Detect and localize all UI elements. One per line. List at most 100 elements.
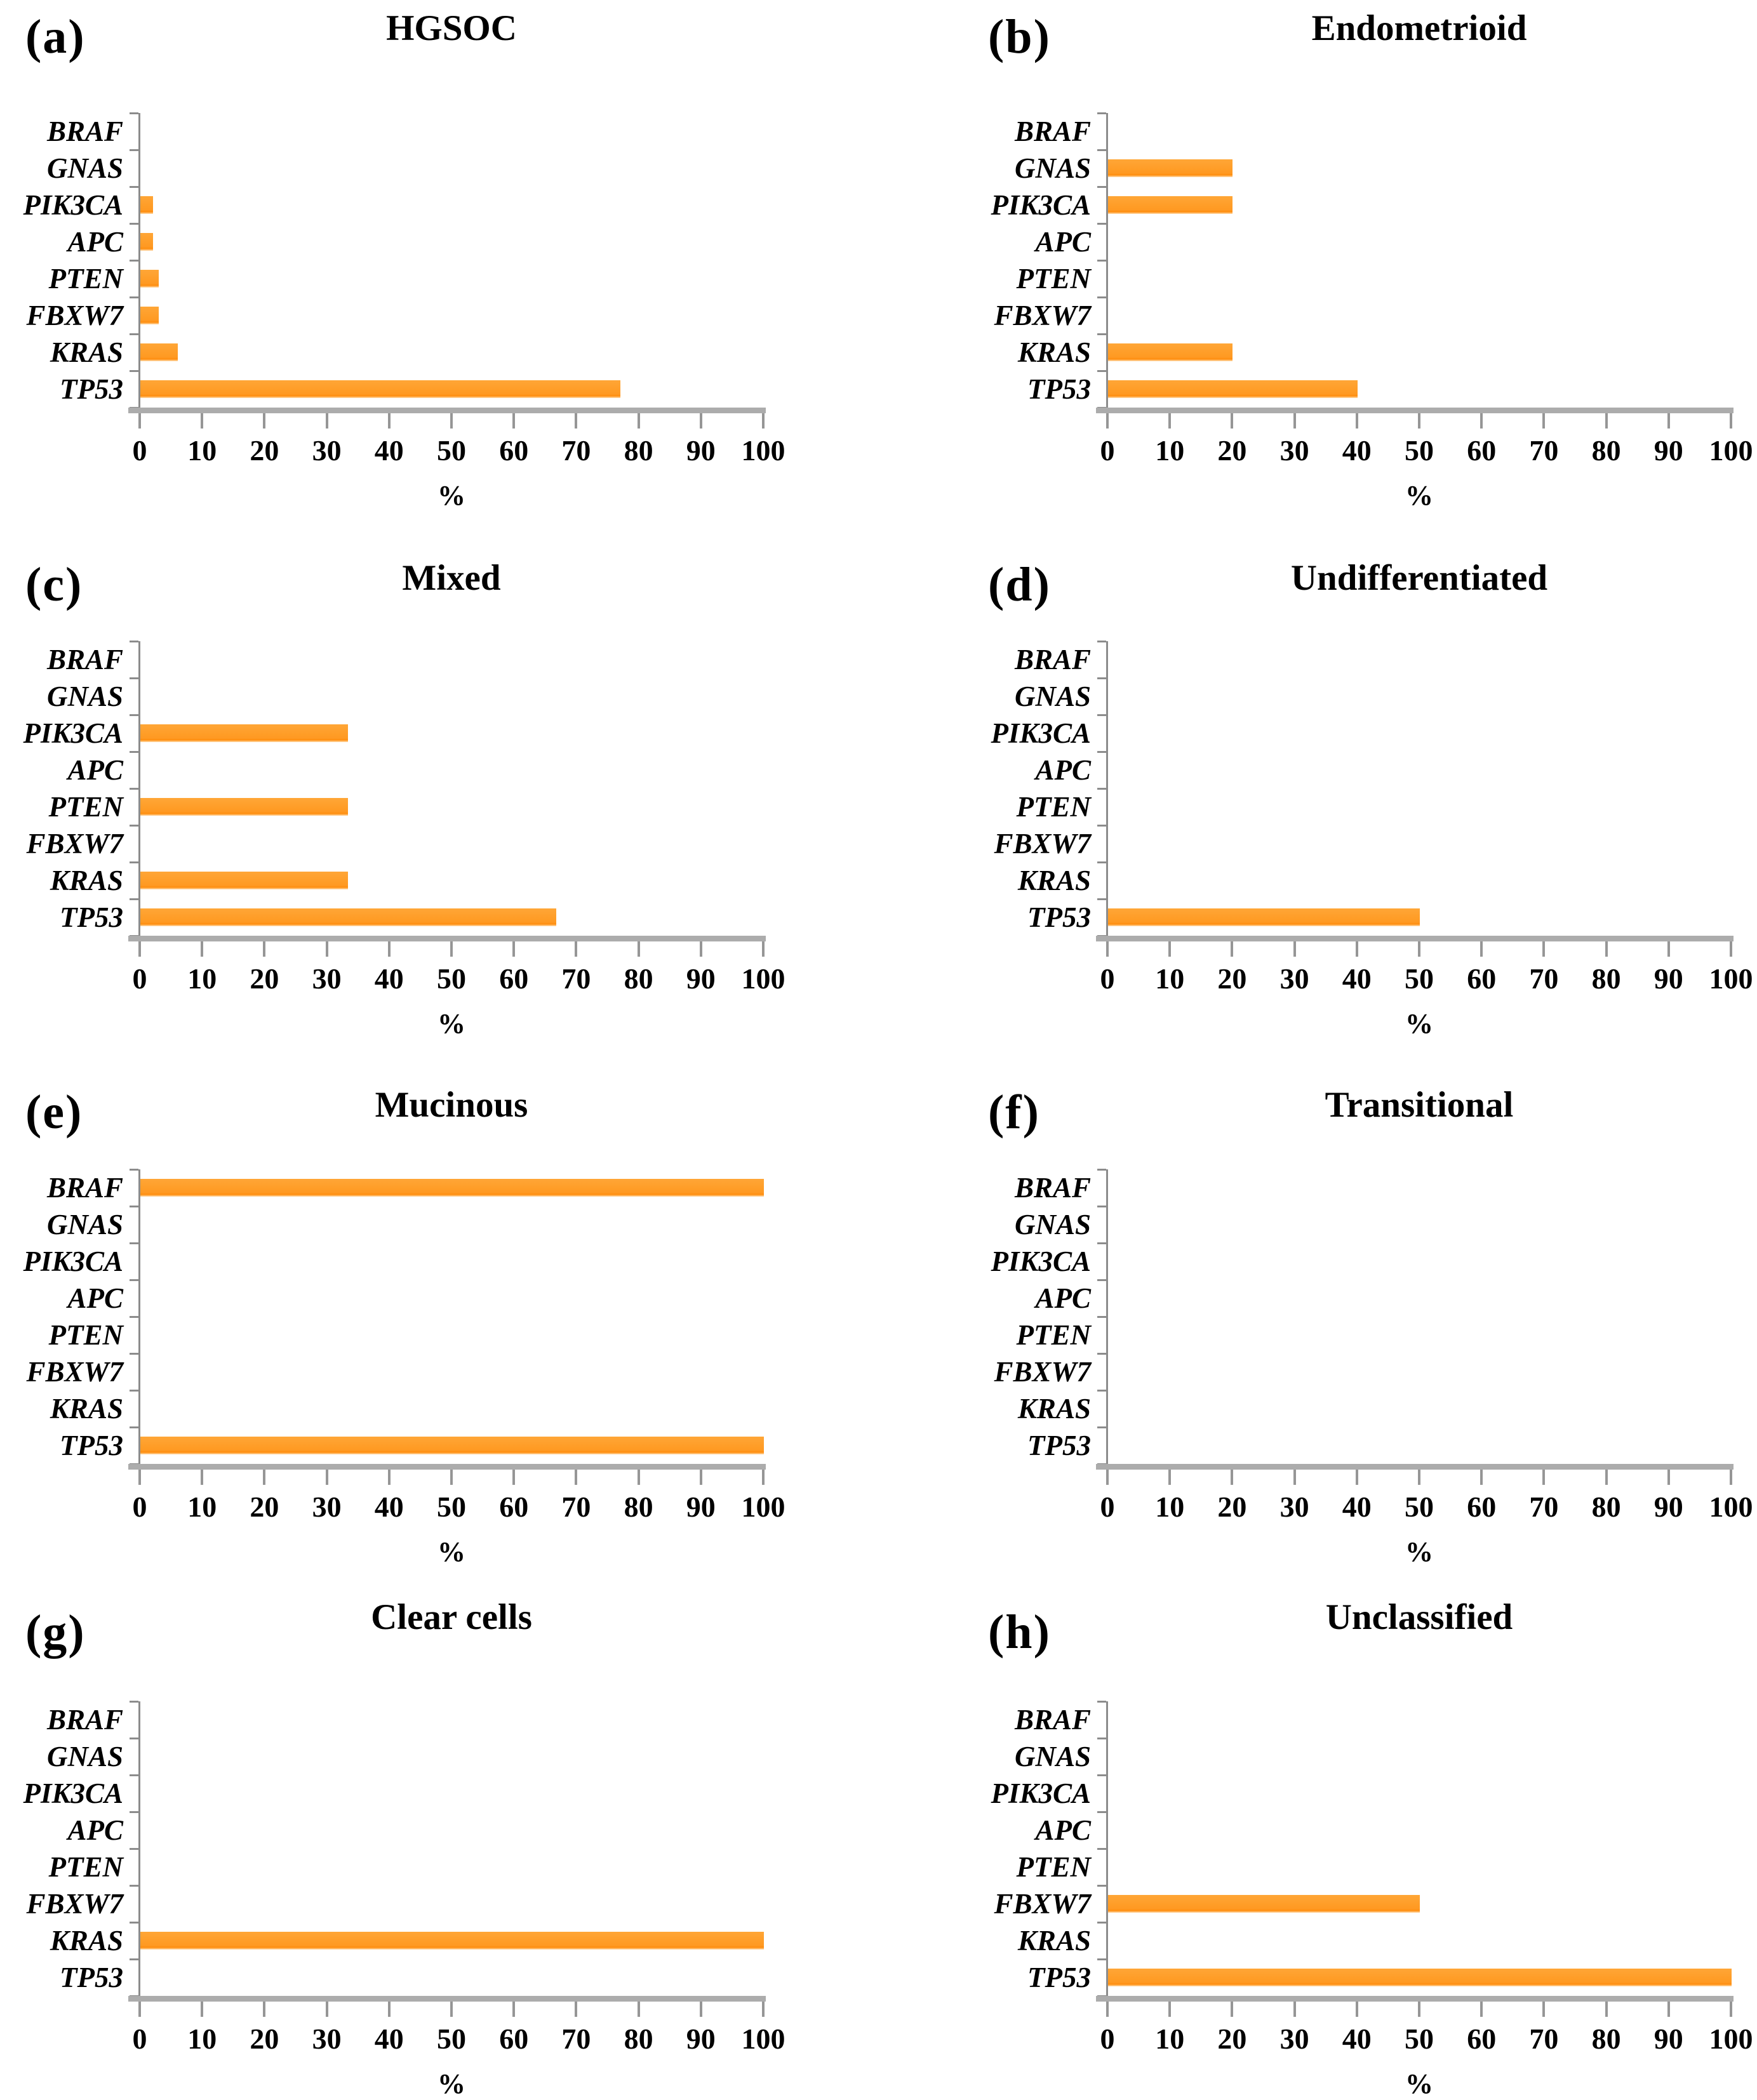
chart-title: Undifferentiated <box>1290 558 1548 598</box>
x-tick-label-30: 30 <box>1279 1491 1309 1523</box>
panel-letter-label: (f) <box>988 1086 1040 1139</box>
x-tick-label-10: 10 <box>187 2023 217 2055</box>
y-axis-tick <box>1097 1738 1106 1739</box>
bar-PIK3CA <box>1108 196 1233 214</box>
x-axis-tick <box>762 1470 765 1485</box>
x-axis-tick <box>762 2002 765 2017</box>
x-axis-tick <box>263 2002 266 2017</box>
y-axis-tick <box>1097 641 1106 642</box>
chart-title: Clear cells <box>371 1597 532 1637</box>
y-axis-tick <box>130 641 138 642</box>
x-axis-tick <box>1231 941 1234 957</box>
x-tick-label-90: 90 <box>686 2023 716 2055</box>
x-tick-label-50: 50 <box>1405 962 1434 995</box>
gene-label-PTEN: PTEN <box>48 263 124 295</box>
gene-label-BRAF: BRAF <box>46 1172 123 1204</box>
y-axis-tick <box>130 186 138 188</box>
bar-FBXW7 <box>140 307 159 324</box>
x-axis-tick <box>387 413 391 429</box>
gene-label-TP53: TP53 <box>1027 901 1091 933</box>
x-axis-tick <box>1605 2002 1608 2017</box>
x-tick-label-100: 100 <box>1709 1491 1753 1523</box>
x-axis-tick <box>637 413 640 429</box>
x-axis-tick <box>637 2002 640 2017</box>
gene-label-FBXW7: FBXW7 <box>994 828 1091 860</box>
gene-label-TP53: TP53 <box>60 1430 123 1461</box>
x-axis-tick <box>138 941 141 957</box>
x-tick-label-90: 90 <box>1653 1491 1683 1523</box>
x-tick-label-30: 30 <box>312 434 342 467</box>
y-axis-tick <box>130 1426 138 1428</box>
bar-KRAS <box>140 872 348 889</box>
gene-label-KRAS: KRAS <box>50 1393 123 1425</box>
x-axis-tick <box>138 1470 141 1485</box>
chart-title: Transitional <box>1325 1085 1514 1125</box>
panel-letter-label: (g) <box>25 1605 86 1659</box>
gene-label-KRAS: KRAS <box>1017 865 1091 896</box>
x-tick-label-60: 60 <box>499 962 529 995</box>
x-axis-tick <box>138 2002 141 2017</box>
gene-label-PIK3CA: PIK3CA <box>991 1778 1091 1809</box>
bar-APC <box>140 233 153 251</box>
gene-label-APC: APC <box>1035 754 1091 786</box>
y-axis-tick <box>130 1885 138 1887</box>
gene-label-PTEN: PTEN <box>1016 1851 1092 1883</box>
x-axis-line <box>128 408 766 413</box>
y-axis-tick <box>1097 861 1106 863</box>
x-tick-label-100: 100 <box>741 2023 785 2055</box>
y-axis-line <box>138 1701 140 1996</box>
y-axis-tick <box>1097 898 1106 900</box>
x-axis-tick <box>512 941 516 957</box>
x-tick-label-50: 50 <box>1405 434 1434 467</box>
x-tick-label-60: 60 <box>1467 2023 1497 2055</box>
x-tick-label-30: 30 <box>312 1491 342 1523</box>
y-axis-tick <box>130 898 138 900</box>
x-axis-tick <box>1355 2002 1358 2017</box>
panel-letter-label: (b) <box>988 10 1051 63</box>
x-axis-tick <box>1106 941 1109 957</box>
x-tick-label-70: 70 <box>1529 434 1559 467</box>
gene-label-KRAS: KRAS <box>1017 1393 1091 1425</box>
gene-label-BRAF: BRAF <box>1014 644 1091 675</box>
y-axis-tick <box>1097 1774 1106 1776</box>
x-tick-label-10: 10 <box>187 434 217 467</box>
x-axis-unit-label: % <box>1405 480 1433 511</box>
x-tick-label-60: 60 <box>1467 434 1497 467</box>
y-axis-tick <box>1097 677 1106 679</box>
x-axis-tick <box>1730 1470 1732 1485</box>
chart-title: Mixed <box>402 558 501 598</box>
y-axis-tick <box>130 1922 138 1924</box>
x-axis-tick <box>1106 413 1109 429</box>
y-axis-line <box>1106 1169 1108 1464</box>
x-axis-tick <box>1106 1470 1109 1485</box>
x-axis-tick <box>1355 941 1358 957</box>
bar-PIK3CA <box>140 724 348 742</box>
x-axis-tick <box>1231 1470 1234 1485</box>
y-axis-tick <box>1097 223 1106 225</box>
x-axis-tick <box>1542 2002 1546 2017</box>
gene-label-FBXW7: FBXW7 <box>26 1888 123 1920</box>
x-tick-label-70: 70 <box>561 434 591 467</box>
x-axis-tick <box>138 413 141 429</box>
y-axis-tick <box>1097 714 1106 716</box>
x-axis-unit-label: % <box>438 1008 465 1039</box>
gene-label-FBXW7: FBXW7 <box>994 1356 1091 1388</box>
bar-GNAS <box>1108 159 1233 177</box>
y-axis-line <box>1106 1701 1108 1996</box>
x-axis-tick <box>512 413 516 429</box>
y-axis-tick <box>130 370 138 372</box>
x-tick-label-40: 40 <box>1342 2023 1372 2055</box>
x-tick-label-100: 100 <box>741 1491 785 1523</box>
x-axis-line <box>1096 936 1734 941</box>
x-axis-tick <box>1418 413 1420 429</box>
x-axis-tick <box>1418 941 1420 957</box>
x-axis-tick <box>1730 2002 1732 2017</box>
y-axis-tick <box>130 825 138 827</box>
x-axis-tick <box>762 413 765 429</box>
gene-label-PIK3CA: PIK3CA <box>23 189 123 221</box>
x-axis-line <box>128 1996 766 2002</box>
x-axis-unit-label: % <box>438 2068 465 2099</box>
gene-label-APC: APC <box>1035 226 1091 258</box>
x-axis-tick <box>575 2002 578 2017</box>
x-axis-tick <box>1730 413 1732 429</box>
